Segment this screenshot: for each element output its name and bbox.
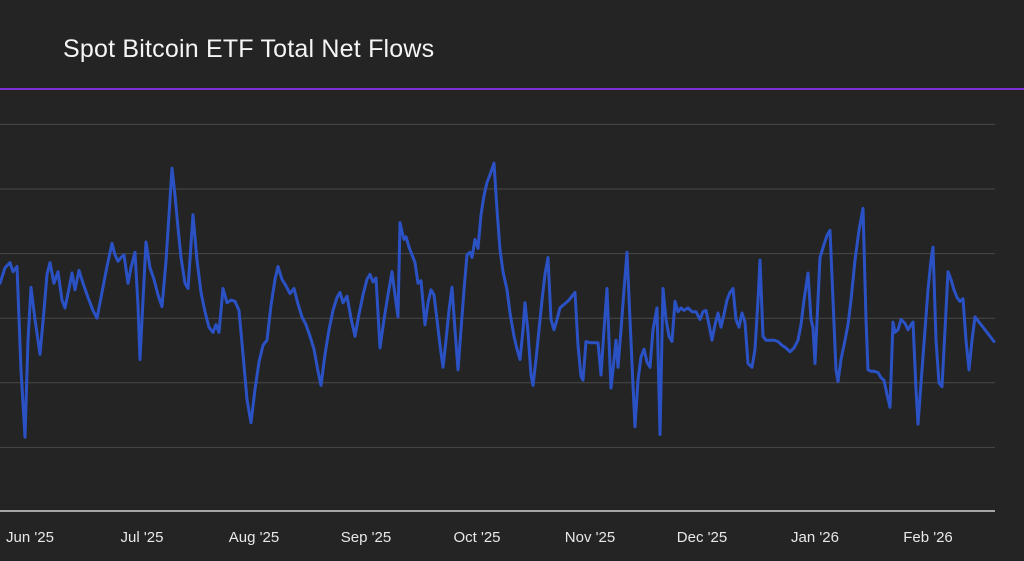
x-tick-label: Jan '26 [791, 529, 839, 546]
x-tick-label: Jul '25 [121, 529, 164, 546]
x-tick-label: Sep '25 [341, 529, 391, 546]
x-tick-label: Aug '25 [229, 529, 279, 546]
x-tick-label: Dec '25 [677, 529, 727, 546]
chart-title: Spot Bitcoin ETF Total Net Flows [63, 35, 435, 63]
net-flows-line [0, 161, 996, 439]
x-tick-label: Nov '25 [565, 529, 615, 546]
x-tick-label: Jun '25 [6, 529, 54, 546]
title-divider [0, 88, 1024, 90]
x-tick-label: Feb '26 [903, 529, 953, 546]
x-tick-label: Oct '25 [453, 529, 500, 546]
